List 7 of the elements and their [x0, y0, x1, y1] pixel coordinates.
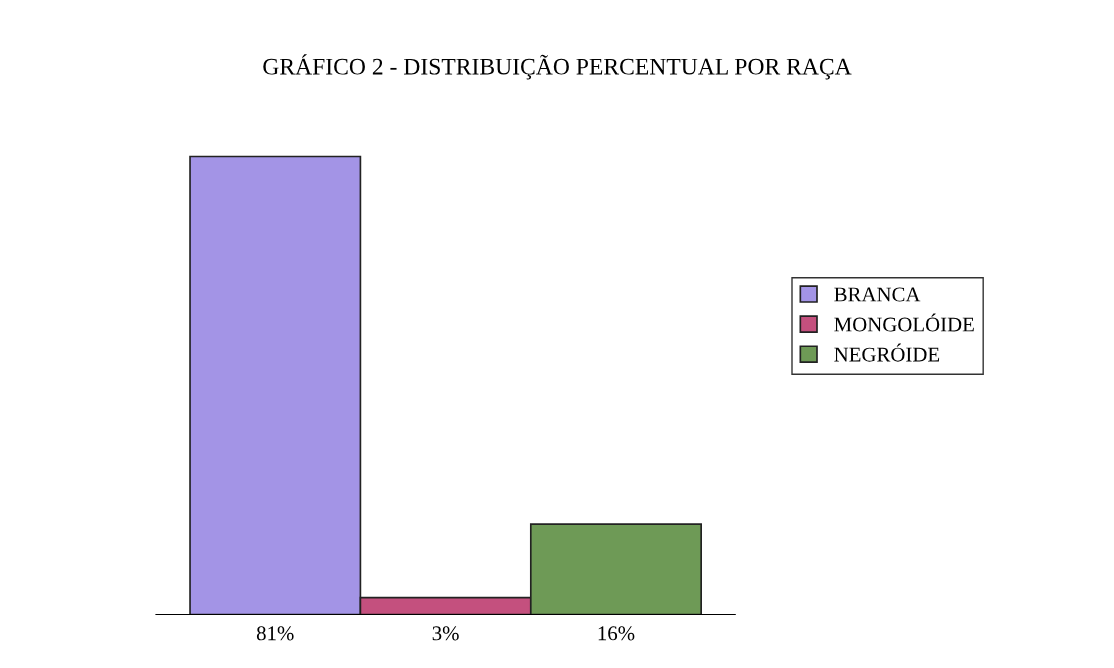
- legend-label: NEGRÓIDE: [834, 343, 940, 362]
- legend-label: MONGOLÓIDE: [834, 313, 974, 332]
- data-label: 81%: [256, 626, 294, 641]
- legend-label: BRANCA: [834, 287, 921, 302]
- chart-title: GRÁFICO 2 - DISTRIBUIÇÃO PERCENTUAL POR RAÇA: [263, 54, 852, 80]
- data-label: 16%: [598, 626, 635, 641]
- data-label: 3%: [432, 626, 459, 641]
